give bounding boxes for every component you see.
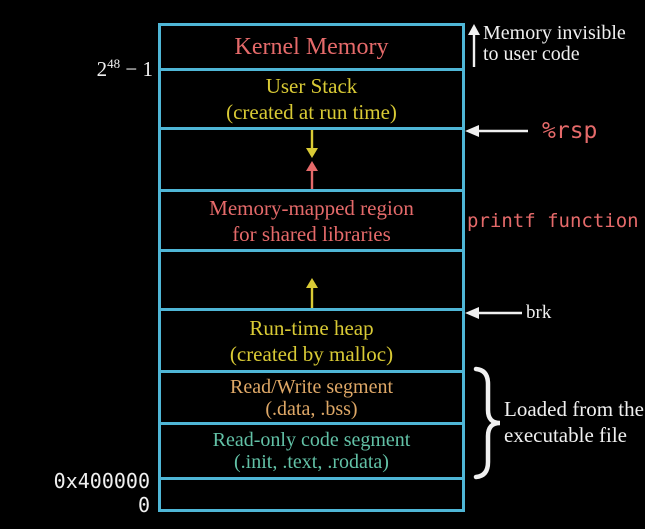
brk-pointer-arrow: [465, 307, 522, 319]
segment-heap-growth-gap: [161, 252, 462, 311]
segment-read-write: Read/Write segment (.data, .bss): [161, 373, 462, 425]
address-label-top: 248 − 1: [30, 56, 153, 82]
memory-mapped-label: Memory-mapped region: [209, 195, 414, 220]
memory-invisible-up-arrow: [468, 24, 480, 67]
mmap-growth-up-arrow: [305, 161, 318, 189]
loaded-from-executable-note: Loaded from the executable file: [504, 396, 644, 448]
address-top-base: 2: [96, 57, 108, 81]
memory-invisible-line1: Memory invisible: [483, 22, 626, 44]
segment-memory-mapped-region: Memory-mapped region for shared librarie…: [161, 192, 462, 252]
segment-runtime-heap: Run-time heap (created by malloc): [161, 311, 462, 373]
heap-label: Run-time heap: [249, 315, 374, 340]
memory-invisible-line2: to user code: [483, 43, 580, 65]
segment-user-stack: User Stack (created at run time): [161, 71, 462, 130]
address-top-suffix: − 1: [120, 57, 153, 81]
read-only-sublabel: (.init, .text, .rodata): [234, 451, 389, 473]
stack-growth-down-arrow: [305, 130, 318, 158]
read-write-label: Read/Write segment: [229, 375, 394, 398]
virtual-address-space-box: Kernel Memory User Stack (created at run…: [158, 23, 465, 512]
address-label-code-start: 0x400000: [53, 469, 150, 493]
rsp-pointer-arrow: [465, 125, 528, 137]
brk-pointer-label: brk: [526, 302, 552, 323]
read-only-label: Read-only code segment: [212, 429, 411, 451]
read-write-sublabel: (.data, .bss): [265, 397, 358, 420]
printf-function-label: printf function: [467, 210, 639, 232]
heap-growth-up-arrow: [305, 278, 318, 308]
rsp-register-label: %rsp: [542, 118, 598, 144]
segment-unused-bottom: [161, 480, 462, 509]
executable-file-brace: [473, 366, 501, 480]
kernel-memory-label: Kernel Memory: [234, 34, 389, 60]
segment-stack-growth-gap: [161, 130, 462, 192]
segment-read-only: Read-only code segment (.init, .text, .r…: [161, 425, 462, 480]
address-label-zero: 0: [137, 493, 150, 517]
user-stack-sublabel: (created at run time): [226, 100, 397, 124]
memory-mapped-sublabel: for shared libraries: [232, 221, 391, 246]
loaded-note-line2: executable file: [504, 423, 628, 447]
segment-kernel-memory: Kernel Memory: [161, 26, 462, 71]
loaded-note-line1: Loaded from the: [504, 397, 644, 421]
user-stack-label: User Stack: [265, 74, 358, 98]
memory-invisible-note: Memory invisible to user code: [483, 23, 626, 65]
address-top-exponent: 48: [107, 56, 121, 71]
heap-sublabel: (created by malloc): [229, 341, 394, 366]
